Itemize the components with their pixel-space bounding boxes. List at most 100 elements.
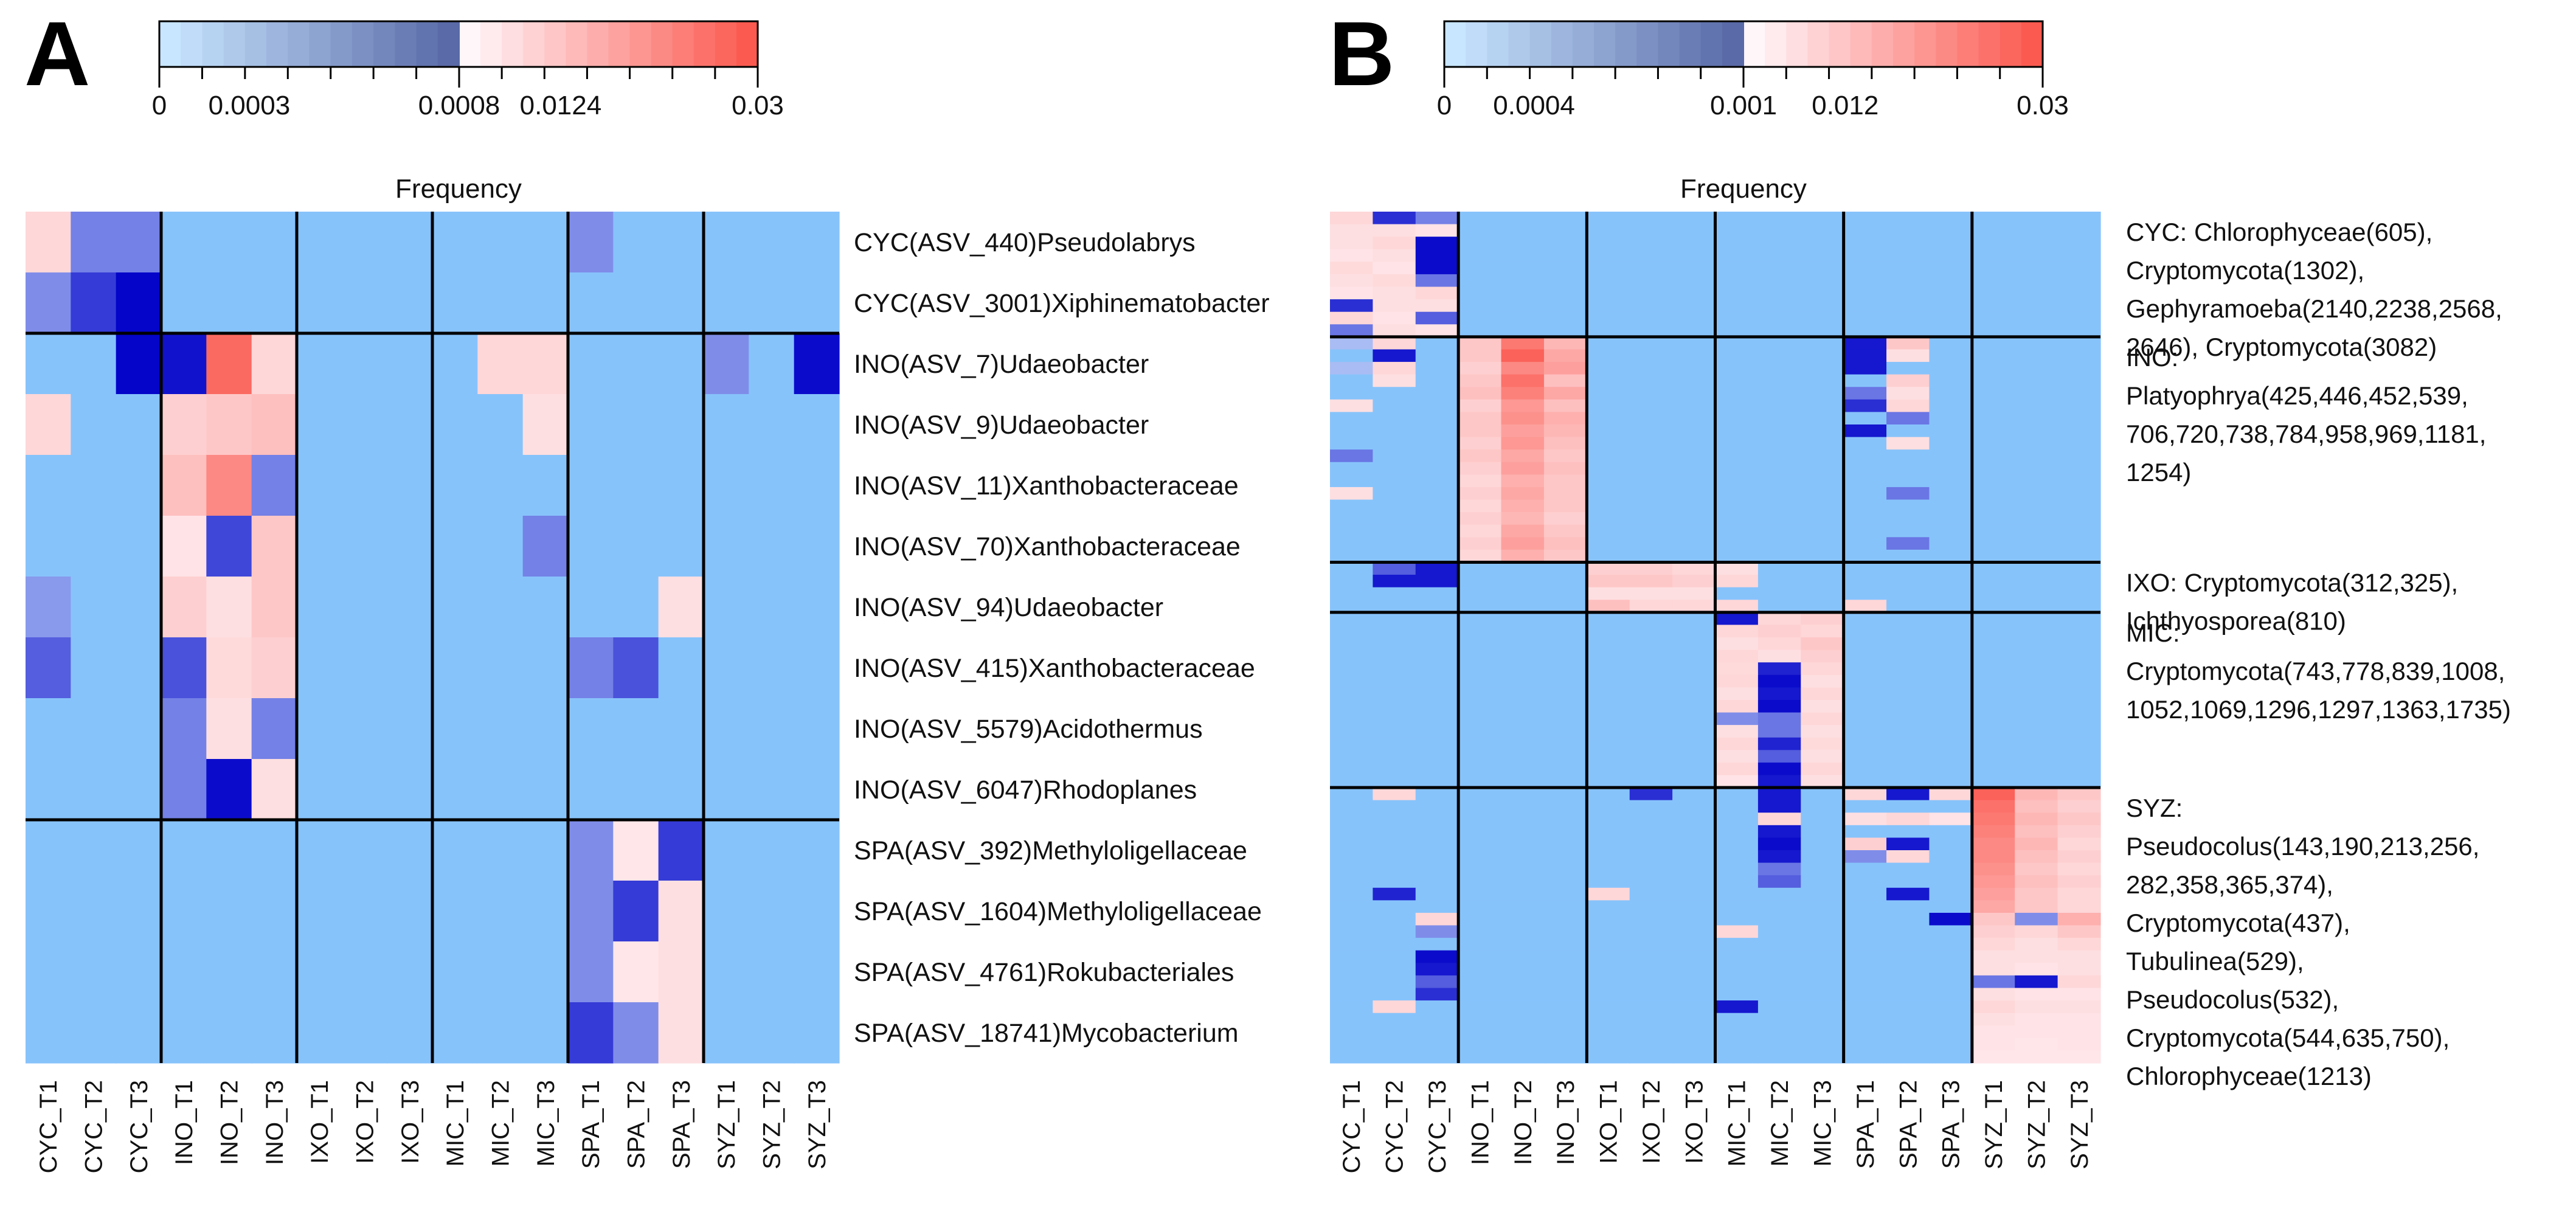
panel-b-cell — [1929, 1013, 1973, 1026]
panel-b-cell — [1458, 437, 1502, 450]
panel-b-cell — [1715, 912, 1759, 926]
panel-a-cell — [116, 577, 162, 638]
panel-b-cell — [1330, 512, 1373, 525]
panel-a-row-label: SPA(ASV_4761)Rokubacteriales — [854, 958, 1234, 987]
panel-b-cell — [1629, 750, 1673, 763]
panel-b-cell — [1672, 437, 1716, 450]
panel-b-cell — [1629, 737, 1673, 750]
panel-b-cell — [1458, 387, 1502, 400]
panel-a-cell — [161, 820, 207, 881]
panel-b-cell — [1757, 487, 1801, 501]
panel-a-cell — [568, 272, 614, 334]
panel-b-cell — [1587, 837, 1630, 851]
panel-a-cell — [161, 941, 207, 1003]
panel-b-cell — [1543, 988, 1587, 1001]
panel-a-cell — [297, 394, 342, 456]
panel-b-cell — [1715, 938, 1759, 951]
panel-b-cell — [1501, 963, 1545, 976]
panel-b-cell — [1543, 788, 1587, 801]
panel-b-cell — [2015, 449, 2058, 463]
panel-b-cell — [1629, 825, 1673, 839]
panel-b-cell — [1415, 725, 1459, 738]
panel-b-cell — [1543, 637, 1587, 651]
panel-b-cell — [1543, 437, 1587, 450]
panel-a-cell — [568, 577, 614, 638]
panel-b-cell — [1501, 549, 1545, 563]
panel-b-cell — [2057, 825, 2101, 839]
panel-b-cell — [2015, 925, 2058, 938]
panel-b-cell — [1587, 938, 1630, 951]
panel-a-cell — [749, 394, 795, 456]
panel-b-cell — [2015, 887, 2058, 901]
panel-b-cell — [1972, 800, 2015, 813]
panel-b-cell — [1886, 262, 1930, 275]
panel-a-row-label: INO(ASV_7)Udaeobacter — [854, 350, 1149, 379]
panel-b-cell — [1929, 875, 1973, 889]
panel-b-cell — [2015, 687, 2058, 701]
panel-b-cell — [1458, 637, 1502, 651]
panel-b-cell — [1543, 424, 1587, 438]
panel-b-cell — [1886, 562, 1930, 575]
panel-b-cell — [1929, 862, 1973, 876]
panel-b-cell — [1415, 712, 1459, 726]
panel-b-cell — [1972, 650, 2015, 663]
panel-b-cell — [1672, 387, 1716, 400]
panel-b-column-label: IXO_T1 — [1596, 1080, 1622, 1164]
panel-b-cell — [1629, 900, 1673, 913]
panel-b-cell — [1801, 349, 1844, 362]
panel-a-row-label: CYC(ASV_440)Pseudolabrys — [854, 228, 1196, 257]
panel-b-cell — [1543, 600, 1587, 613]
panel-b-cell — [1330, 862, 1373, 876]
panel-b-cell — [1715, 699, 1759, 713]
panel-b-cell — [1543, 349, 1587, 362]
panel-b-cell — [1330, 750, 1373, 763]
panel-b-cell — [1330, 650, 1373, 663]
panel-b-cell — [2015, 487, 2058, 501]
panel-b-cell — [1458, 336, 1502, 350]
panel-b-cell — [1757, 299, 1801, 313]
panel-b-cell — [1757, 437, 1801, 450]
panel-b-cell — [1543, 650, 1587, 663]
panel-b-cell — [1373, 399, 1416, 413]
panel-b-cell — [1843, 399, 1887, 413]
panel-b-cell — [1843, 237, 1887, 250]
panel-b-cell — [1672, 975, 1716, 989]
panel-b-colorbar-low-segment — [1722, 21, 1744, 67]
panel-b-cell — [1458, 349, 1502, 362]
panel-a-colorbar-high-segment — [544, 21, 567, 67]
panel-b-cell — [1672, 212, 1716, 225]
panel-b-cell — [1415, 875, 1459, 889]
panel-a-cell — [71, 272, 117, 334]
panel-a-cell — [71, 881, 117, 942]
panel-b-cell — [1330, 775, 1373, 788]
panel-b-cell — [1715, 674, 1759, 688]
panel-b-cell — [1929, 224, 1973, 237]
panel-b-cell — [1929, 311, 1973, 325]
panel-a-cell — [26, 272, 71, 334]
panel-a-cell — [116, 1002, 162, 1064]
panel-a-colorbar-high-segment — [651, 21, 673, 67]
panel-b-cell — [1330, 274, 1373, 288]
panel-b-cell — [1629, 887, 1673, 901]
panel-a-cell — [522, 637, 569, 699]
panel-a-cell — [432, 333, 478, 395]
panel-a-cell — [26, 516, 71, 577]
panel-b-cell — [1330, 963, 1373, 976]
panel-b-cell — [2015, 224, 2058, 237]
panel-b-cell — [1501, 487, 1545, 501]
panel-a-cell — [71, 333, 117, 395]
panel-b-cell — [1801, 499, 1844, 513]
panel-a-cell — [26, 637, 71, 699]
panel-b-cell — [1415, 237, 1459, 250]
panel-b-cell — [1972, 374, 2015, 387]
panel-b-group-label-line: Platyophrya(425,446,452,539, — [2126, 381, 2468, 410]
panel-b-cell — [1629, 762, 1673, 776]
panel-b-cell — [1672, 487, 1716, 501]
panel-b-cell — [1757, 374, 1801, 387]
panel-b-cell — [1715, 862, 1759, 876]
panel-b-cell — [1629, 474, 1673, 488]
panel-b-cell — [1929, 788, 1973, 801]
panel-b-cell — [1458, 875, 1502, 889]
panel-b-cell — [1458, 812, 1502, 826]
panel-b-cell — [1972, 612, 2015, 626]
